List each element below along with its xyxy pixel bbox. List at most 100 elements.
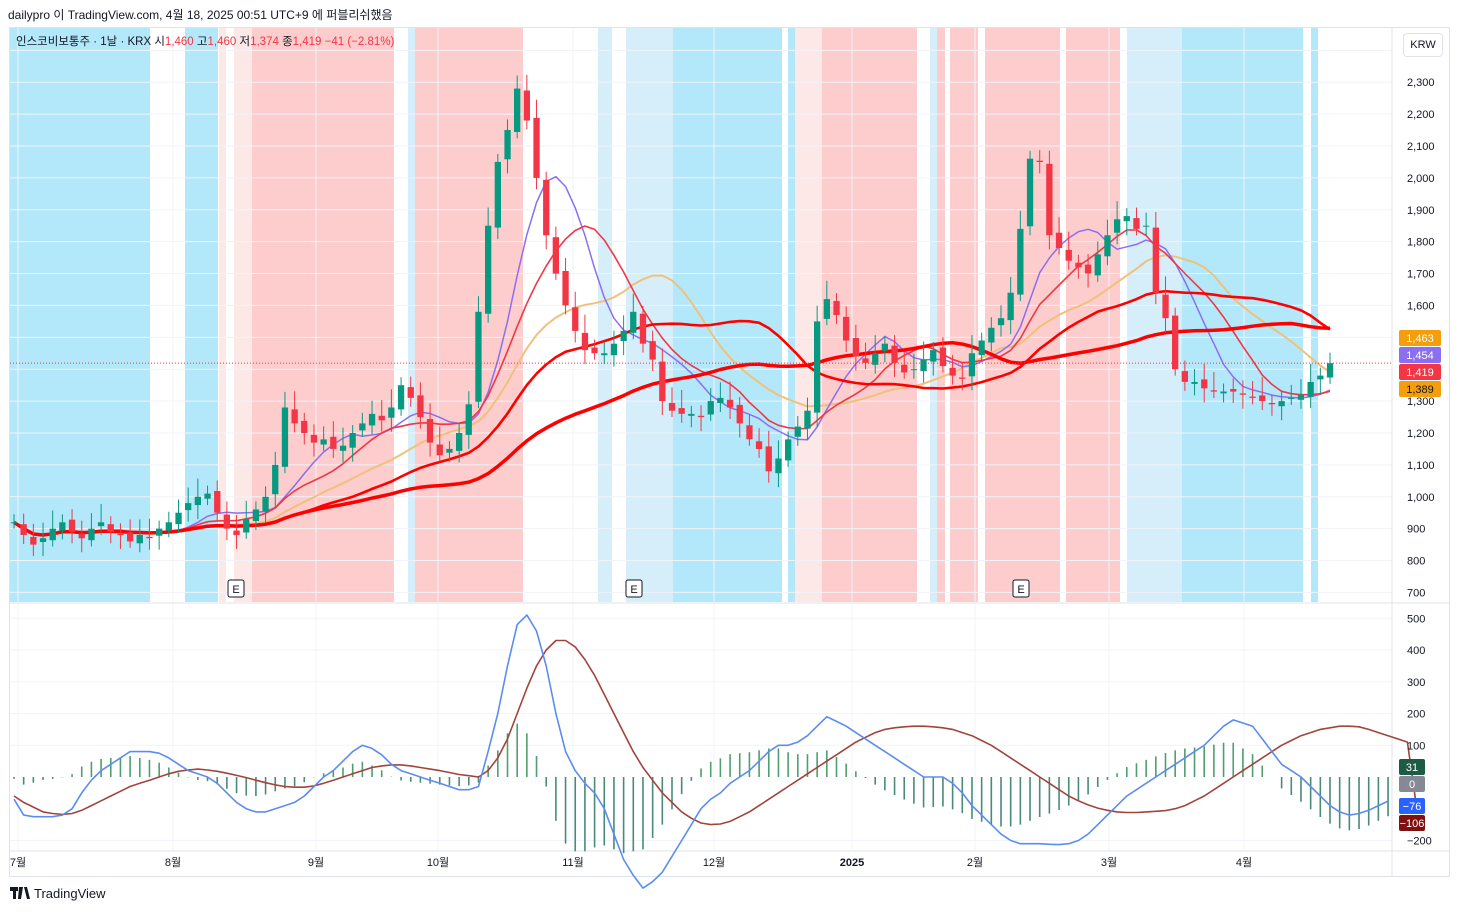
candle	[1094, 254, 1101, 276]
candle	[146, 536, 153, 539]
candle	[20, 524, 27, 535]
price-tick-label: 1,100	[1407, 460, 1435, 472]
candle	[833, 301, 840, 315]
candle	[1055, 232, 1063, 248]
candle	[281, 407, 289, 467]
candle	[485, 225, 492, 314]
candle	[262, 496, 269, 512]
candle	[1075, 262, 1082, 268]
symbol-name[interactable]: 인스코비보통주 · 1날 · KRX	[16, 36, 152, 48]
candle	[1036, 160, 1043, 162]
candle	[959, 377, 966, 379]
regime-band	[673, 28, 782, 602]
price-scale-label: 1,463	[1406, 333, 1434, 345]
candle	[10, 522, 18, 524]
histogram-value-label-box	[1399, 759, 1425, 775]
regime-band	[788, 28, 795, 602]
candle	[814, 321, 821, 413]
candle	[349, 433, 356, 448]
price-tick-label: 700	[1407, 587, 1425, 599]
candle	[494, 161, 501, 228]
candle	[939, 347, 947, 366]
time-tick-label: 9월	[308, 856, 324, 869]
earnings-marker-label: E	[630, 584, 637, 596]
candle	[639, 313, 647, 344]
candle	[562, 271, 569, 306]
regime-band	[10, 28, 150, 602]
candle	[688, 413, 695, 416]
publish-header: dailypro 이 TradingView.com, 4월 18, 2025 …	[8, 8, 393, 22]
candle	[978, 340, 985, 356]
candle	[136, 535, 143, 544]
candle	[1181, 371, 1188, 382]
low-value: 1,374	[250, 36, 279, 48]
candle	[175, 512, 182, 525]
candle	[407, 387, 414, 398]
candle	[1133, 218, 1140, 229]
price-tick-label: 1,200	[1407, 428, 1435, 440]
price-tick-label: 2,100	[1407, 141, 1435, 153]
candle	[620, 330, 627, 342]
candle	[1162, 294, 1169, 319]
price-tick-label: 1,300	[1407, 396, 1435, 408]
zero-value-label: 0	[1409, 779, 1415, 791]
candle	[49, 528, 56, 541]
candle	[891, 345, 898, 363]
candle	[610, 343, 618, 356]
footer-brand[interactable]: TradingView	[10, 886, 106, 901]
candle	[1046, 163, 1053, 236]
earnings-marker	[625, 579, 643, 598]
candle	[88, 528, 95, 541]
time-tick-label: 2025	[840, 857, 864, 869]
macd-tick-label: 200	[1407, 709, 1425, 721]
close-value: 1,419	[292, 36, 322, 48]
candle	[1191, 382, 1198, 384]
price-scale-label: 1,419	[1406, 367, 1434, 379]
candle	[107, 524, 114, 532]
candle	[949, 367, 956, 376]
regime-band	[415, 28, 523, 602]
time-tick-label: 2월	[967, 856, 983, 869]
symbol-legend: 인스코비보통주 · 1날 · KRX 시1,460 고1,460 저1,374 …	[16, 33, 394, 49]
candle	[214, 491, 221, 513]
price-tick-label: 1,900	[1407, 205, 1435, 217]
histogram-value-label: 31	[1406, 762, 1418, 774]
candle	[775, 458, 782, 474]
price-scale-label: 1,389	[1406, 384, 1434, 396]
candle	[852, 338, 859, 357]
candle	[339, 445, 347, 451]
candle	[330, 436, 337, 449]
candle	[581, 332, 589, 351]
candle	[543, 179, 550, 236]
candle	[717, 397, 724, 403]
zero-value-label-box	[1399, 776, 1425, 792]
macd-tick-label: 300	[1407, 677, 1425, 689]
ma-red-thin-line	[13, 225, 1331, 536]
price-tick-label: 2,200	[1407, 109, 1435, 121]
tradingview-logo-icon	[10, 886, 30, 901]
regime-band	[1127, 28, 1133, 602]
candle	[785, 439, 792, 461]
tradingview-brand: TradingView	[34, 886, 106, 901]
currency-button[interactable]: KRW	[1403, 33, 1443, 57]
earnings-marker-label: E	[1017, 584, 1024, 596]
candle	[127, 532, 134, 542]
candle	[78, 533, 85, 539]
time-tick-label: 11월	[562, 856, 584, 869]
time-tick-label: 12월	[703, 856, 725, 869]
candle	[165, 522, 172, 531]
earnings-marker-label: E	[232, 584, 239, 596]
price-scale-label-box	[1399, 347, 1441, 363]
signal-value-label-box	[1399, 815, 1425, 831]
candle	[204, 493, 211, 499]
candle	[697, 415, 705, 418]
candle	[765, 446, 772, 472]
candle	[291, 409, 298, 424]
candle	[359, 423, 366, 431]
chart-frame	[9, 27, 1450, 877]
candle	[1317, 375, 1324, 380]
candle	[1104, 235, 1111, 257]
regime-band	[598, 28, 612, 602]
candle	[117, 533, 124, 536]
